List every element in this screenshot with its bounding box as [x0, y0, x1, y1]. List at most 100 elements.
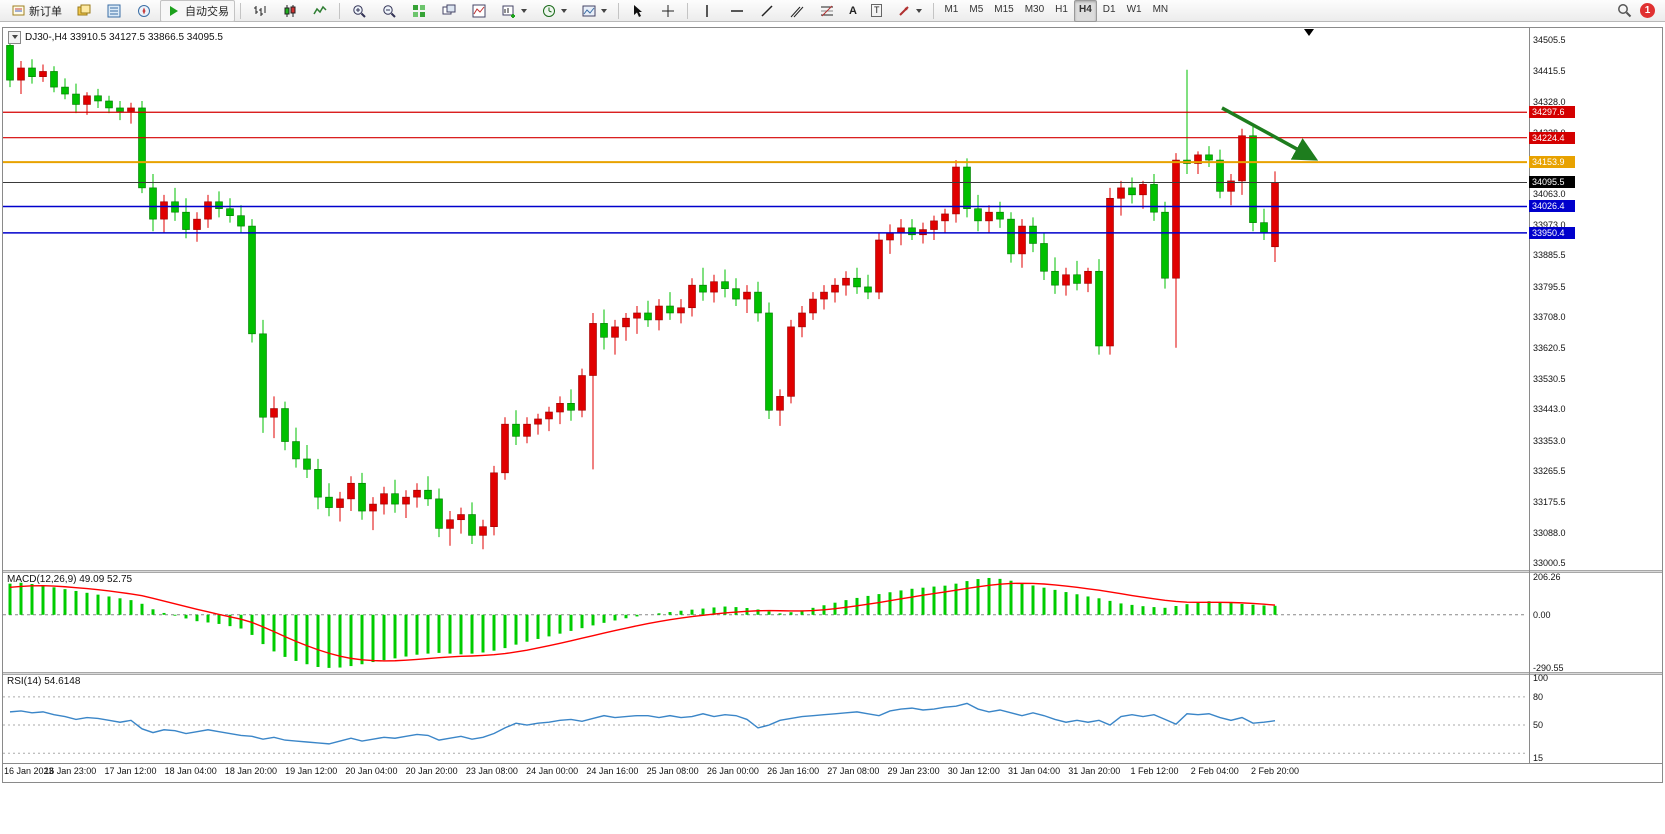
price-panel[interactable] — [3, 29, 1529, 570]
time-axis-label: 16 Jan 2023 — [4, 766, 54, 776]
text-tool-button[interactable]: A — [843, 0, 863, 22]
cursor-icon — [630, 3, 646, 19]
text-label-tool-button[interactable]: T — [865, 0, 889, 22]
price-scale-label: 34505.5 — [1533, 35, 1566, 45]
time-axis-label: 26 Jan 00:00 — [706, 766, 759, 776]
tile-windows-icon — [411, 3, 427, 19]
timeframe-button-d1[interactable]: D1 — [1102, 3, 1116, 15]
panel-splitter[interactable] — [3, 570, 1662, 573]
rsi-scale-label: 100 — [1533, 673, 1549, 683]
panel-splitter[interactable] — [3, 672, 1662, 675]
arrow-tools-icon — [896, 3, 912, 19]
navigator-button[interactable] — [130, 0, 158, 22]
rsi-title: RSI(14) 54.6148 — [7, 676, 81, 687]
auto-trading-button[interactable]: 自动交易 — [160, 0, 235, 22]
symbol-ohlc-label: DJ30-,H4 33910.5 34127.5 33866.5 34095.5 — [25, 32, 223, 43]
price-scale-label: 33353.0 — [1533, 435, 1566, 446]
line-chart-button[interactable] — [306, 0, 334, 22]
time-axis[interactable] — [3, 764, 1660, 781]
time-axis-label: 29 Jan 23:00 — [887, 766, 940, 776]
time-axis-label: 24 Jan 00:00 — [526, 766, 579, 776]
toolbar: 新订单 自动交易 — [0, 0, 1665, 22]
timeframe-button-w1[interactable]: W1 — [1126, 3, 1142, 15]
time-axis-label: 18 Jan 20:00 — [224, 766, 277, 776]
level-price-badge: 34153.9 — [1529, 156, 1575, 169]
time-axis-label: 17 Jan 12:00 — [104, 766, 157, 776]
zoom-out-button[interactable] — [375, 0, 403, 22]
candlestick-chart-button[interactable] — [276, 0, 304, 22]
timeframe-button-mn[interactable]: MN — [1152, 3, 1169, 15]
rsi-scale-label: 15 — [1533, 753, 1544, 763]
timeframe-button-h4[interactable]: H4 — [1073, 0, 1097, 22]
indicator-list-icon — [471, 3, 487, 19]
text-label-icon: T — [870, 4, 883, 17]
chart-shift-marker-icon[interactable] — [1304, 29, 1314, 41]
crosshair-tool-button[interactable] — [654, 0, 682, 22]
horizontal-line-tool-button[interactable] — [723, 0, 751, 22]
periods-clock-icon — [541, 3, 557, 19]
current-price-badge: 34095.5 — [1529, 176, 1575, 189]
indicator-list-button[interactable] — [465, 0, 493, 22]
tile-windows-button[interactable] — [405, 0, 433, 22]
templates-button[interactable] — [575, 0, 613, 22]
timeframe-button-m5[interactable]: M5 — [969, 3, 984, 15]
symbol-dropdown-button[interactable] — [8, 31, 21, 44]
vertical-line-icon — [699, 3, 715, 19]
arrange-windows-button[interactable] — [435, 0, 463, 22]
macd-panel[interactable] — [3, 573, 1529, 672]
timeframe-button-h1[interactable]: H1 — [1055, 3, 1068, 15]
new-chart-caret-icon — [521, 9, 527, 16]
toolbar-separator — [240, 2, 241, 19]
price-scale-label: 33265.5 — [1533, 465, 1566, 476]
market-watch-icon — [76, 3, 92, 19]
new-order-icon — [10, 3, 26, 19]
level-price-badge: 34026.4 — [1529, 200, 1575, 213]
time-axis-label: 20 Jan 20:00 — [405, 766, 458, 776]
arrow-tools-button[interactable] — [890, 0, 928, 22]
equidistant-channel-icon — [789, 3, 805, 19]
bar-chart-button[interactable] — [246, 0, 274, 22]
price-scale-divider[interactable] — [1529, 28, 1530, 763]
arrow-tools-caret-icon — [916, 9, 923, 16]
timeframe-button-m30[interactable]: M30 — [1024, 3, 1045, 15]
trendline-tool-button[interactable] — [753, 0, 781, 22]
timeframe-button-m1[interactable]: M1 — [944, 3, 959, 15]
zoom-out-icon — [381, 3, 397, 19]
new-chart-button[interactable] — [495, 0, 533, 22]
price-scale-label: 33885.5 — [1533, 250, 1566, 261]
search-icon[interactable] — [1616, 3, 1632, 19]
fibonacci-tool-button[interactable] — [813, 0, 841, 22]
symbol-dropdown-caret-icon — [12, 35, 18, 42]
templates-icon — [581, 3, 597, 19]
zoom-in-button[interactable] — [345, 0, 373, 22]
templates-caret-icon — [601, 9, 607, 16]
auto-trading-label: 自动交易 — [185, 5, 229, 18]
navigator-icon — [136, 3, 152, 19]
notification-badge[interactable]: 1 — [1640, 3, 1655, 18]
candlestick-chart-icon — [282, 3, 298, 19]
time-axis-label: 20 Jan 04:00 — [345, 766, 398, 776]
channel-tool-button[interactable] — [783, 0, 811, 22]
market-watch-button[interactable] — [70, 0, 98, 22]
price-scale-label: 34415.5 — [1533, 66, 1566, 77]
time-axis-label: 25 Jan 08:00 — [646, 766, 699, 776]
timeframe-button-m15[interactable]: M15 — [994, 3, 1014, 15]
time-axis-label: 2 Feb 04:00 — [1190, 766, 1239, 776]
price-scale-label: 33443.0 — [1533, 404, 1566, 415]
crosshair-icon — [660, 3, 676, 19]
price-scale-label: 33795.5 — [1533, 281, 1566, 292]
chart-window — [2, 27, 1663, 783]
data-window-button[interactable] — [100, 0, 128, 22]
time-axis-label: 27 Jan 08:00 — [827, 766, 880, 776]
cursor-tool-button[interactable] — [624, 0, 652, 22]
auto-trading-play-icon — [166, 3, 182, 19]
new-order-button[interactable]: 新订单 — [4, 0, 68, 22]
rsi-panel[interactable] — [3, 675, 1529, 763]
macd-title: MACD(12,26,9) 49.09 52.75 — [7, 574, 133, 585]
periods-button[interactable] — [535, 0, 573, 22]
level-price-badge: 34224.4 — [1529, 131, 1575, 144]
price-scale-label: 34328.0 — [1533, 96, 1566, 107]
price-scale-label: 33530.5 — [1533, 373, 1566, 384]
vertical-line-tool-button[interactable] — [693, 0, 721, 22]
